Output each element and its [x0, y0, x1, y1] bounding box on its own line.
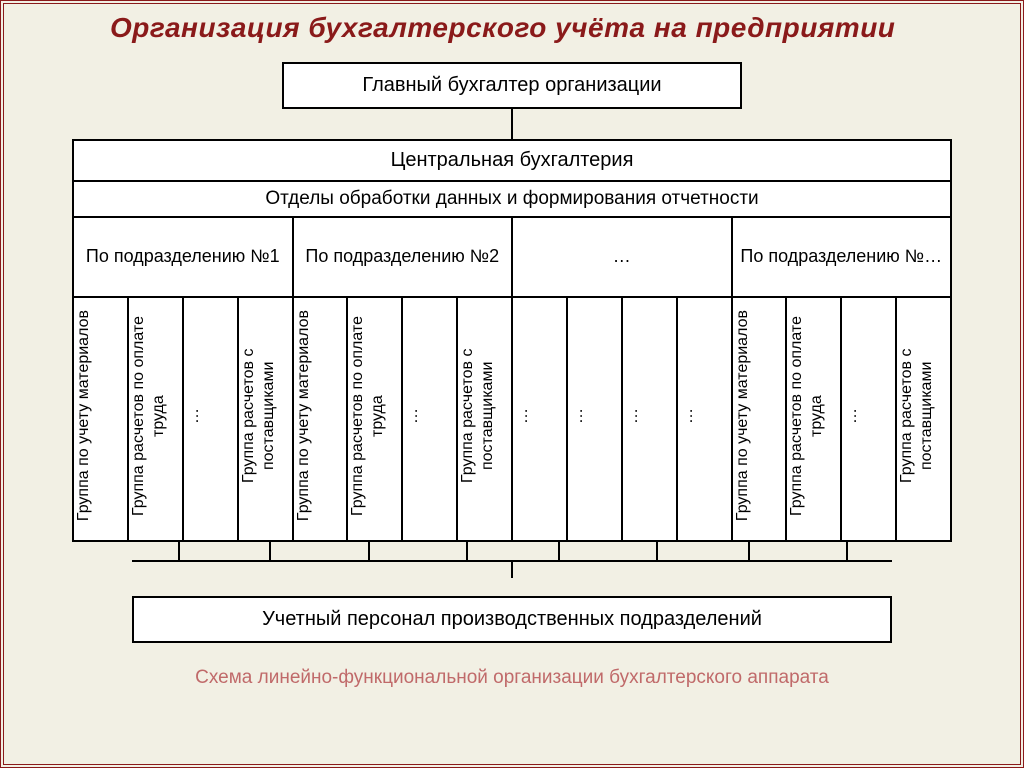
subdivision-cell: По подразделению №2 — [293, 217, 513, 297]
group-cell: Группа по учету материалов — [73, 297, 128, 541]
bottom-connector — [132, 542, 892, 560]
subdivision-cell: … — [512, 217, 732, 297]
connector-top — [511, 109, 513, 139]
departments-cell: Отделы обработки данных и формирования о… — [73, 181, 951, 217]
connector-tooth — [748, 542, 750, 560]
group-label: Группа по учету материалов — [74, 302, 127, 529]
group-label: … — [513, 400, 566, 432]
connector-tooth — [368, 542, 370, 560]
group-label: … — [842, 400, 895, 432]
group-label: Группа по учету материалов — [733, 302, 786, 529]
connector-tooth — [178, 542, 180, 560]
group-cell: Группа расчетов с поставщиками — [896, 297, 951, 541]
group-cell: … — [622, 297, 677, 541]
group-cell: Группа расчетов по оплате труда — [786, 297, 841, 541]
connector-tooth — [846, 542, 848, 560]
connector-tooth — [656, 542, 658, 560]
connector-tooth — [558, 542, 560, 560]
slide-content: Организация бухгалтерского учёта на пред… — [20, 12, 1004, 748]
diagram-caption: Схема линейно-функциональной организации… — [20, 667, 1004, 689]
group-label: … — [184, 400, 237, 432]
connector-tooth — [269, 542, 271, 560]
group-cell: Группа по учету материалов — [732, 297, 787, 541]
group-label: Группа расчетов с поставщиками — [458, 295, 511, 537]
group-cell: … — [567, 297, 622, 541]
connector-tooth — [466, 542, 468, 560]
group-cell: Группа расчетов с поставщиками — [457, 297, 512, 541]
subdivision-cell: По подразделению №… — [732, 217, 952, 297]
group-cell: … — [183, 297, 238, 541]
central-accounting-cell: Центральная бухгалтерия — [73, 140, 951, 181]
group-cell: … — [512, 297, 567, 541]
group-cell: … — [841, 297, 896, 541]
production-personnel-box: Учетный персонал производственных подраз… — [132, 596, 892, 643]
group-label: Группа расчетов с поставщиками — [239, 295, 292, 537]
central-accounting-table: Центральная бухгалтерия Отделы обработки… — [72, 139, 952, 542]
group-label: Группа расчетов по оплате труда — [787, 295, 840, 537]
slide-title: Организация бухгалтерского учёта на пред… — [20, 12, 1004, 44]
group-cell: … — [677, 297, 732, 541]
chief-accountant-box: Главный бухгалтер организации — [282, 62, 742, 109]
group-label: … — [403, 400, 456, 432]
group-cell: … — [402, 297, 457, 541]
group-cell: Группа расчетов с поставщиками — [238, 297, 293, 541]
group-cell: Группа расчетов по оплате труда — [347, 297, 402, 541]
group-cell: Группа расчетов по оплате труда — [128, 297, 183, 541]
group-label: Группа расчетов с поставщиками — [897, 295, 950, 537]
group-label: … — [678, 400, 731, 432]
connector-down — [511, 560, 513, 578]
group-cell: Группа по учету материалов — [293, 297, 348, 541]
group-label: Группа расчетов по оплате труда — [129, 295, 182, 537]
group-label: Группа по учету материалов — [294, 302, 347, 529]
org-diagram: Главный бухгалтер организации Центральна… — [20, 62, 1004, 643]
subdivision-cell: По подразделению №1 — [73, 217, 293, 297]
group-label: … — [568, 400, 621, 432]
group-label: … — [623, 400, 676, 432]
group-label: Группа расчетов по оплате труда — [348, 295, 401, 537]
